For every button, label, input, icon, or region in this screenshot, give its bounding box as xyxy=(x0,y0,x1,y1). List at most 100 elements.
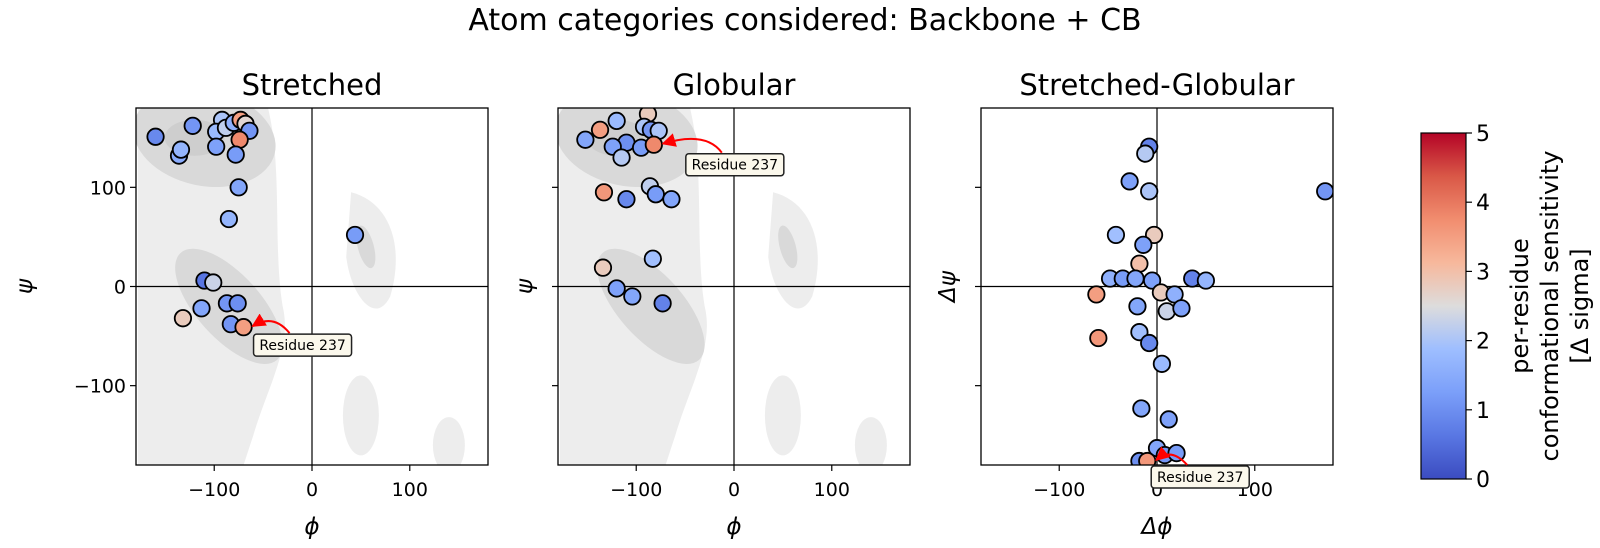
x-tick-label: 0 xyxy=(728,479,740,501)
colorbar-tick-label: 3 xyxy=(1476,260,1490,285)
data-point xyxy=(1196,271,1215,290)
annotation-residue-237: Residue 237 xyxy=(251,313,353,357)
data-point xyxy=(1089,328,1108,348)
y-tick-label: 100 xyxy=(90,177,126,199)
data-point xyxy=(646,185,665,204)
annotation-arrow xyxy=(661,133,723,154)
plot-area xyxy=(981,108,1333,465)
y-tick-label: −100 xyxy=(74,376,126,398)
allowed-region-lower xyxy=(342,375,379,456)
panel-1: −100 0 100 100 0 −100 Stretched ϕ ψ Residue 237 xyxy=(12,68,489,540)
alpha-region-core xyxy=(597,248,705,364)
data-point xyxy=(219,209,238,229)
colorbar-tick-label: 0 xyxy=(1476,468,1490,493)
x-axis-label: Δϕ xyxy=(1140,514,1173,540)
data-point xyxy=(207,137,226,156)
data-point xyxy=(1140,333,1159,353)
data-point xyxy=(1143,271,1162,290)
density-contours xyxy=(136,108,465,465)
annotation-label: Residue 237 xyxy=(692,158,778,174)
data-point xyxy=(653,294,672,313)
colorbar-label-line-2: conformational sensitivity xyxy=(1536,151,1564,462)
data-point xyxy=(230,130,249,149)
y-axis-label: ψ xyxy=(12,278,38,294)
data-point xyxy=(576,130,595,149)
data-point xyxy=(607,111,626,130)
data-point xyxy=(1087,285,1106,304)
data-point xyxy=(171,140,191,159)
plot-area xyxy=(558,108,910,465)
data-point xyxy=(617,190,636,209)
colorbar-tick-label: 1 xyxy=(1476,399,1490,424)
data-point xyxy=(1106,225,1126,245)
data-point xyxy=(1134,235,1153,254)
x-tick-label: 100 xyxy=(814,479,850,501)
data-point xyxy=(204,273,223,292)
annotation-arrow xyxy=(1155,446,1188,466)
data-point xyxy=(612,148,631,167)
allowed-region-lower-right xyxy=(854,417,887,465)
figure-title: Atom categories considered: Backbone + C… xyxy=(468,3,1141,38)
data-point xyxy=(228,294,247,313)
data-point xyxy=(1138,451,1157,465)
data-point xyxy=(623,287,642,306)
x-axis-label: ϕ xyxy=(304,514,319,540)
left-alpha-core xyxy=(778,225,798,269)
data-point xyxy=(593,258,613,277)
data-point xyxy=(226,145,245,164)
panel-title: Stretched xyxy=(242,68,383,102)
plot-area xyxy=(136,108,488,465)
x-tick-label: −100 xyxy=(188,479,240,501)
colorbar-tick-label: 4 xyxy=(1476,191,1490,216)
data-point xyxy=(1130,254,1149,273)
annotation-label: Residue 237 xyxy=(1157,470,1243,486)
annotation-residue-237: Residue 237 xyxy=(1150,446,1250,489)
data-point xyxy=(1120,172,1139,191)
y-axis-label: ψ xyxy=(512,278,538,294)
colorbar-tick-label: 5 xyxy=(1476,122,1490,147)
colorbar-gradient xyxy=(1420,132,1467,480)
data-point xyxy=(644,135,663,154)
data-point xyxy=(1159,410,1178,429)
data-point xyxy=(1316,182,1333,201)
x-axis-label: ϕ xyxy=(726,514,741,540)
annotation-label: Residue 237 xyxy=(259,338,345,354)
panel-2: −100 0 100 Globular ϕ ψ Residue 237 xyxy=(512,68,911,540)
data-point xyxy=(173,309,193,328)
data-point xyxy=(234,318,253,337)
colorbar-label: per-residue conformational sensitivity [… xyxy=(1506,151,1594,462)
colorbar-label-line-1: per-residue xyxy=(1506,238,1534,373)
allowed-region-lower-right xyxy=(432,417,465,465)
allowed-region-lower xyxy=(764,375,801,456)
data-point xyxy=(345,225,365,245)
data-point xyxy=(662,190,681,209)
annotation-box xyxy=(685,152,785,177)
data-point xyxy=(1126,269,1145,288)
annotation-residue-237: Residue 237 xyxy=(661,133,785,177)
data-point xyxy=(1132,399,1151,418)
colorbar-label-line-3: [Δ sigma] xyxy=(1566,248,1594,363)
x-tick-label: −100 xyxy=(1033,479,1085,501)
annotation-arrow xyxy=(251,313,291,334)
data-point xyxy=(1136,144,1155,163)
y-tick-label: 0 xyxy=(114,277,126,299)
data-point xyxy=(1167,443,1186,463)
data-point xyxy=(1172,299,1191,318)
panel-title: Stretched-Globular xyxy=(1019,68,1294,102)
data-point xyxy=(594,183,614,202)
x-tick-label: −100 xyxy=(610,479,662,501)
data-point xyxy=(590,120,610,139)
annotation-box xyxy=(252,333,353,357)
data-point xyxy=(1128,297,1147,316)
y-axis-label: Δψ xyxy=(935,270,961,304)
colorbar: 0 1 2 3 4 5 per-residue conformational sensit… xyxy=(1420,122,1594,493)
colorbar-tick-label: 2 xyxy=(1476,330,1490,355)
data-point xyxy=(643,249,662,268)
data-point xyxy=(183,116,202,135)
panel-title: Globular xyxy=(673,68,796,102)
data-point xyxy=(229,178,248,197)
data-point xyxy=(607,279,626,298)
data-point xyxy=(192,299,211,318)
